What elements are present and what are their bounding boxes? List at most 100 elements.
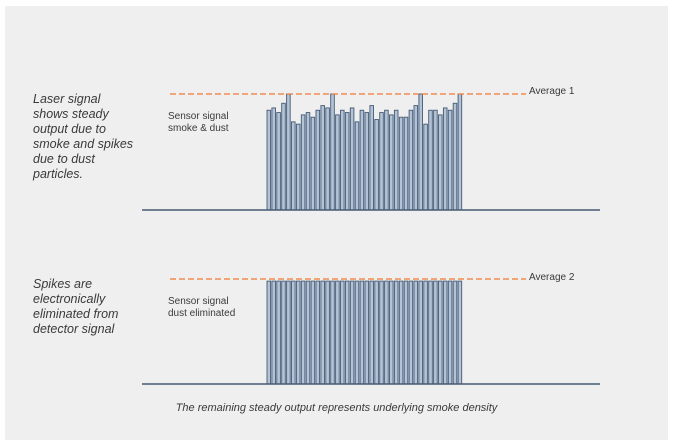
signal-bar — [379, 280, 384, 385]
signal-bar — [340, 280, 345, 385]
signal-bar — [281, 280, 286, 385]
signal-bar — [389, 280, 394, 385]
signal-bar — [281, 102, 286, 211]
panel-2-signal-label-line: Sensor signal — [168, 296, 229, 307]
signal-bar — [325, 280, 330, 385]
signal-bar — [330, 93, 335, 211]
signal-bar — [452, 102, 458, 211]
signal-bar — [442, 280, 448, 385]
panel-1-signal-label: Sensor signal smoke & dust — [168, 111, 229, 135]
panel-1-signal-label-line: smoke & dust — [168, 123, 229, 134]
signal-bar — [305, 112, 311, 211]
signal-bar — [349, 280, 355, 385]
signal-bar — [266, 109, 272, 211]
signal-bar — [369, 280, 374, 385]
panel-2-caption-line: Spikes are — [33, 277, 93, 291]
signal-bar — [335, 280, 340, 385]
signal-bar — [374, 119, 379, 211]
signal-bar — [354, 280, 360, 385]
signal-bar — [398, 116, 404, 211]
signal-bar — [354, 121, 360, 211]
signal-bar — [310, 116, 316, 211]
signal-bar — [295, 123, 301, 211]
signal-bar — [286, 280, 291, 385]
signal-bar — [315, 280, 321, 385]
signal-bar — [423, 123, 428, 211]
signal-bar — [359, 280, 365, 385]
footer-note: The remaining steady output represents u… — [175, 402, 498, 414]
signal-bar — [413, 105, 419, 211]
signal-bar — [379, 112, 384, 211]
signal-bar — [393, 280, 399, 385]
panel-2-caption-line: electronically — [33, 292, 106, 306]
signal-bar — [457, 280, 463, 385]
signal-bar — [330, 280, 335, 385]
signal-bar — [433, 280, 438, 385]
signal-bar — [452, 280, 458, 385]
signal-bar — [403, 116, 409, 211]
signal-bar — [291, 280, 296, 385]
signal-bar — [295, 280, 301, 385]
signal-bar — [433, 109, 438, 211]
signal-bar — [408, 109, 414, 211]
panel-1-caption: Laser signal shows steady output due to … — [33, 92, 133, 182]
panel-1-caption-line: output due to — [33, 122, 106, 136]
signal-bar — [359, 109, 365, 211]
signal-bar — [325, 107, 330, 211]
signal-bar — [374, 280, 379, 385]
signal-bar — [315, 109, 321, 211]
signal-bar — [344, 112, 350, 211]
panel-2-caption: Spikes are electronically eliminated fro… — [33, 277, 118, 337]
signal-bar — [320, 280, 325, 385]
panel-1-signal-label-line: Sensor signal — [168, 111, 229, 122]
signal-bar — [320, 105, 325, 211]
signal-bar — [271, 107, 276, 211]
signal-bar — [271, 280, 276, 385]
signal-bar — [408, 280, 414, 385]
signal-diagram — [142, 93, 600, 385]
panel-1-caption-line: due to dust — [33, 152, 95, 166]
signal-bar — [428, 280, 433, 385]
signal-bar — [384, 109, 389, 211]
panel-2-caption-line: eliminated from — [33, 307, 119, 321]
average-1-label: Average 1 — [529, 86, 575, 97]
signal-bar — [364, 280, 370, 385]
signal-bar — [428, 109, 433, 211]
signal-bar — [276, 112, 281, 211]
signal-bar — [369, 105, 374, 211]
panel-1-caption-line: shows steady — [33, 107, 109, 121]
panel-2-signal-label-line: dust eliminated — [168, 308, 236, 319]
signal-bar — [300, 280, 306, 385]
signal-bar — [442, 107, 448, 211]
signal-bar — [447, 109, 453, 211]
signal-bar — [310, 280, 316, 385]
signal-bar — [364, 112, 370, 211]
panel-1-caption-line: smoke and spikes — [33, 137, 134, 151]
signal-bar — [423, 280, 428, 385]
signal-bar — [335, 114, 340, 211]
average-2-label: Average 2 — [529, 272, 575, 283]
panel-2-caption-line: detector signal — [33, 322, 115, 336]
signal-bar — [418, 93, 423, 211]
signal-bar — [276, 280, 281, 385]
panel-1-caption-line: Laser signal — [33, 92, 101, 106]
signal-bar — [393, 109, 399, 211]
signal-bar — [438, 114, 443, 211]
signal-bar — [413, 280, 419, 385]
signal-bar — [384, 280, 389, 385]
signal-bar — [457, 93, 463, 211]
panel-2-signal-label: Sensor signal dust eliminated — [168, 296, 235, 320]
panel-1-caption-line: particles. — [33, 167, 84, 181]
signal-bar — [291, 121, 296, 211]
signal-bar — [418, 280, 423, 385]
signal-bar — [344, 280, 350, 385]
signal-bar — [403, 280, 409, 385]
signal-bar — [305, 280, 311, 385]
signal-bar — [447, 280, 453, 385]
signal-bar — [398, 280, 404, 385]
signal-bar — [286, 93, 291, 211]
signal-bar — [300, 114, 306, 211]
signal-bar — [349, 107, 355, 211]
signal-bar — [438, 280, 443, 385]
signal-bar — [266, 280, 272, 385]
